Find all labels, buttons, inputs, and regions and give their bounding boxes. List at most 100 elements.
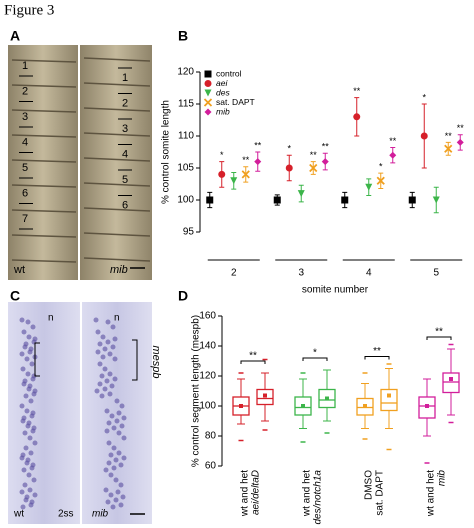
stain-dot [120, 494, 126, 500]
significance: ** [249, 351, 257, 362]
stain-dot [108, 452, 114, 458]
somite-boundary [83, 207, 151, 212]
somite-number: 3 [122, 123, 128, 135]
photo-mib [80, 45, 152, 280]
legend-label: control [216, 68, 242, 78]
stain-dot [20, 452, 26, 458]
y-tick-label: 120 [199, 371, 216, 382]
marker [341, 196, 349, 204]
stain-dot [118, 502, 124, 508]
y-axis-label: % control somite length [161, 100, 172, 204]
stain-dot [102, 346, 108, 352]
significance: ** [457, 123, 465, 133]
box [442, 372, 460, 394]
somite-number: 1 [122, 72, 128, 84]
stain-dot [27, 487, 33, 493]
stain-dot [25, 319, 31, 325]
stain-dot [111, 425, 117, 431]
stain-dot [28, 346, 34, 352]
marker [285, 164, 293, 172]
stain-dot [20, 366, 26, 372]
stain-dot [95, 349, 101, 355]
stain-dot [104, 428, 110, 434]
significance: ** [353, 86, 361, 96]
panel-label: C [10, 288, 20, 304]
whisker [323, 369, 331, 390]
marker [389, 151, 397, 159]
marker [203, 98, 213, 107]
marker [204, 70, 212, 78]
stain-dot [24, 408, 30, 414]
marker [420, 132, 428, 140]
whisker [447, 392, 455, 416]
somite-boundary [11, 84, 77, 88]
box [418, 396, 436, 419]
mean [387, 393, 391, 398]
marker [204, 108, 212, 116]
stain-dot [30, 324, 36, 330]
stain-dot [21, 467, 27, 473]
stain-dot [21, 329, 27, 335]
stain-dot [32, 388, 38, 394]
whisker [237, 378, 245, 397]
stain-dot [29, 361, 35, 367]
stain-dot [31, 477, 37, 483]
y-tick-label: 140 [199, 341, 216, 352]
whisker [423, 418, 431, 437]
significance: * [422, 92, 426, 102]
somite-number: 2 [122, 97, 128, 109]
stain-dot [110, 504, 116, 510]
stain-dot [93, 317, 99, 323]
stain-dot [121, 415, 127, 421]
stain-dot [27, 435, 33, 441]
stain-dot [99, 393, 105, 399]
mean [325, 396, 329, 401]
somite-number: 1 [22, 60, 28, 72]
stain-dot [20, 504, 26, 510]
stain-dot [105, 499, 111, 505]
stain-dot [30, 462, 36, 468]
somite-boundary [11, 109, 77, 113]
somite-boundary [11, 159, 77, 163]
y-tick-label: 105 [177, 163, 194, 174]
somite-boundary [11, 259, 77, 263]
stain-dot [97, 341, 103, 347]
x-tick-label: DMSO [364, 470, 375, 500]
somite-number: 6 [122, 199, 128, 211]
stain-dot [114, 418, 120, 424]
stain-dot [108, 472, 114, 478]
bracket [34, 339, 138, 381]
marker [254, 158, 262, 166]
significance-bracket [364, 356, 390, 360]
stain-dot [28, 398, 34, 404]
significance: ** [373, 346, 381, 357]
stain-dot [108, 492, 114, 498]
photo-wt [8, 45, 78, 280]
somite-boundary [11, 234, 77, 238]
whisker [237, 415, 245, 425]
somite-boundary [83, 232, 151, 237]
mean [425, 404, 429, 408]
x-tick-label: sat. DAPT [375, 470, 386, 516]
stain-dot [116, 450, 122, 456]
stain-dot [97, 381, 103, 387]
stain-dot [19, 403, 25, 409]
marker [321, 158, 329, 166]
somite-number: 4 [122, 148, 128, 160]
marker [432, 196, 440, 204]
stain-dot [116, 410, 122, 416]
whisker [299, 415, 307, 429]
somite-boundary [11, 134, 77, 138]
y-tick-label: 60 [205, 461, 217, 472]
x-tick-label: 3 [298, 268, 304, 279]
stain-dot [121, 435, 127, 441]
legend-label: sat. DAPT [216, 97, 255, 107]
stain-dot [94, 388, 100, 394]
marker [297, 190, 305, 198]
photo-label: wt [13, 264, 25, 276]
stain-dot [105, 319, 111, 325]
stain-dot [115, 489, 121, 495]
stain-dot [106, 440, 112, 446]
photo-label: 2ss [58, 509, 74, 520]
